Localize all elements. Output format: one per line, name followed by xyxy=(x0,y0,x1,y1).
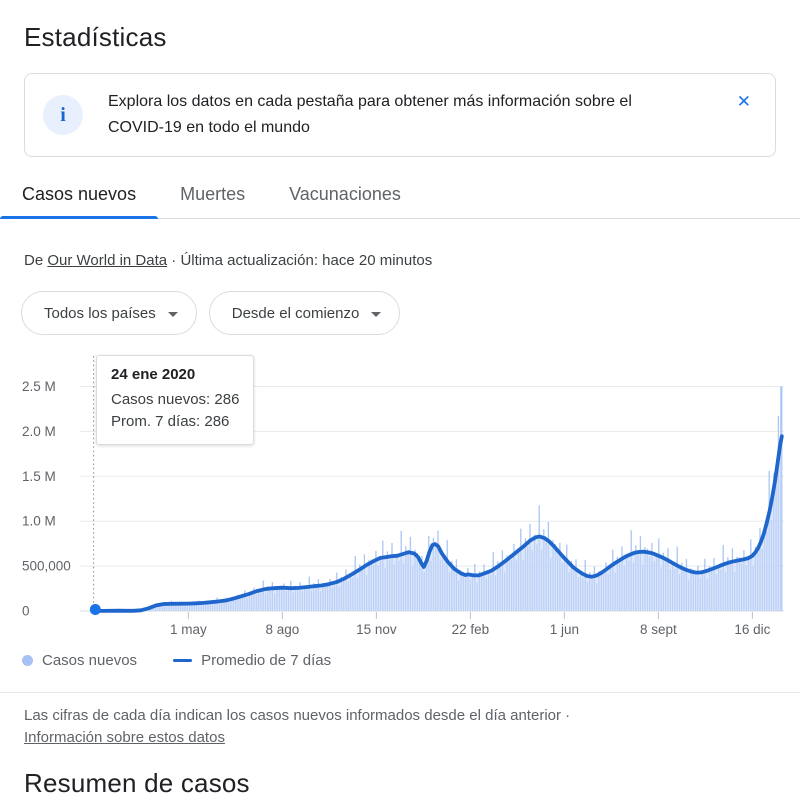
daterange-filter-dropdown[interactable]: Desde el comienzo xyxy=(208,291,401,335)
svg-text:1 jun: 1 jun xyxy=(550,622,579,637)
svg-text:8 sept: 8 sept xyxy=(640,622,677,637)
daterange-filter-label: Desde el comienzo xyxy=(231,304,360,322)
chevron-down-icon xyxy=(167,311,178,317)
legend-line-icon xyxy=(173,659,193,662)
tooltip-date: 24 ene 2020 xyxy=(111,366,196,383)
svg-text:16 dic: 16 dic xyxy=(734,622,770,637)
svg-text:8 ago: 8 ago xyxy=(265,622,299,637)
country-filter-label: Todos los países xyxy=(44,304,156,322)
legend-label: Casos nuevos xyxy=(42,652,138,669)
tab-muertes[interactable]: Muertes xyxy=(180,184,246,204)
page-title: Estadísticas xyxy=(24,22,167,52)
legend-label: Promedio de 7 días xyxy=(201,652,332,669)
footnote-link[interactable]: Información sobre estos datos xyxy=(24,729,225,746)
chart-area: 0 500,000 1.0 M 1.5 M 2.0 M 2.5 M 1 may 8 ago 15… xyxy=(0,344,800,644)
source-link[interactable]: Our World in Data xyxy=(47,252,168,269)
svg-text:2.5 M: 2.5 M xyxy=(22,379,56,394)
info-banner-line2: COVID-19 en todo el mundo xyxy=(108,119,310,136)
svg-text:2.0 M: 2.0 M xyxy=(22,424,56,439)
source-updated: · Última actualización: hace 20 minutos xyxy=(167,252,433,269)
legend-item-casos-nuevos: Casos nuevos xyxy=(22,652,137,669)
legend-dot-icon xyxy=(22,655,33,666)
new-cases-chart[interactable]: 0 500,000 1.0 M 1.5 M 2.0 M 2.5 M 1 may 8 ago 15… xyxy=(0,344,800,644)
source-prefix: De xyxy=(24,252,48,269)
info-banner-line1: Explora los datos en cada pestaña para o… xyxy=(108,93,632,110)
chart-tooltip: 24 ene 2020 Casos nuevos: 286 Prom. 7 dí… xyxy=(96,355,255,445)
info-banner: i Explora los datos en cada pestaña para… xyxy=(24,73,776,157)
statistics-panel: Estadísticas i Explora los datos en cada… xyxy=(0,22,800,800)
svg-text:1.5 M: 1.5 M xyxy=(22,469,56,484)
tab-vacunaciones[interactable]: Vacunaciones xyxy=(289,184,401,204)
svg-text:1.0 M: 1.0 M xyxy=(22,514,56,529)
legend-item-promedio: Promedio de 7 días xyxy=(173,652,331,669)
svg-text:0: 0 xyxy=(22,604,30,619)
svg-text:1 may: 1 may xyxy=(170,622,207,637)
svg-text:15 nov: 15 nov xyxy=(356,622,397,637)
svg-text:22 feb: 22 feb xyxy=(452,622,490,637)
info-icon: i xyxy=(43,95,83,135)
svg-text:500,000: 500,000 xyxy=(22,559,71,574)
divider xyxy=(0,692,800,693)
tooltip-avg: Prom. 7 días: 286 xyxy=(111,413,230,430)
chevron-down-icon xyxy=(371,311,382,317)
filter-row: Todos los países Desde el comienzo xyxy=(21,291,776,335)
tab-bar: Casos nuevos Muertes Vacunaciones xyxy=(0,173,800,219)
country-filter-dropdown[interactable]: Todos los países xyxy=(21,291,197,335)
close-icon[interactable]: ✕ xyxy=(736,92,751,111)
info-banner-text: Explora los datos en cada pestaña para o… xyxy=(108,89,723,141)
source-line: De Our World in Data · Última actualizac… xyxy=(24,252,776,269)
footnote: Las cifras de cada día indican los casos… xyxy=(24,705,776,748)
footnote-text: Las cifras de cada día indican los casos… xyxy=(24,707,571,724)
chart-legend: Casos nuevos Promedio de 7 días xyxy=(22,652,776,669)
tab-casos-nuevos[interactable]: Casos nuevos xyxy=(0,173,159,219)
section-heading-resumen: Resumen de casos xyxy=(24,768,250,798)
tooltip-new-cases: Casos nuevos: 286 xyxy=(111,391,240,408)
